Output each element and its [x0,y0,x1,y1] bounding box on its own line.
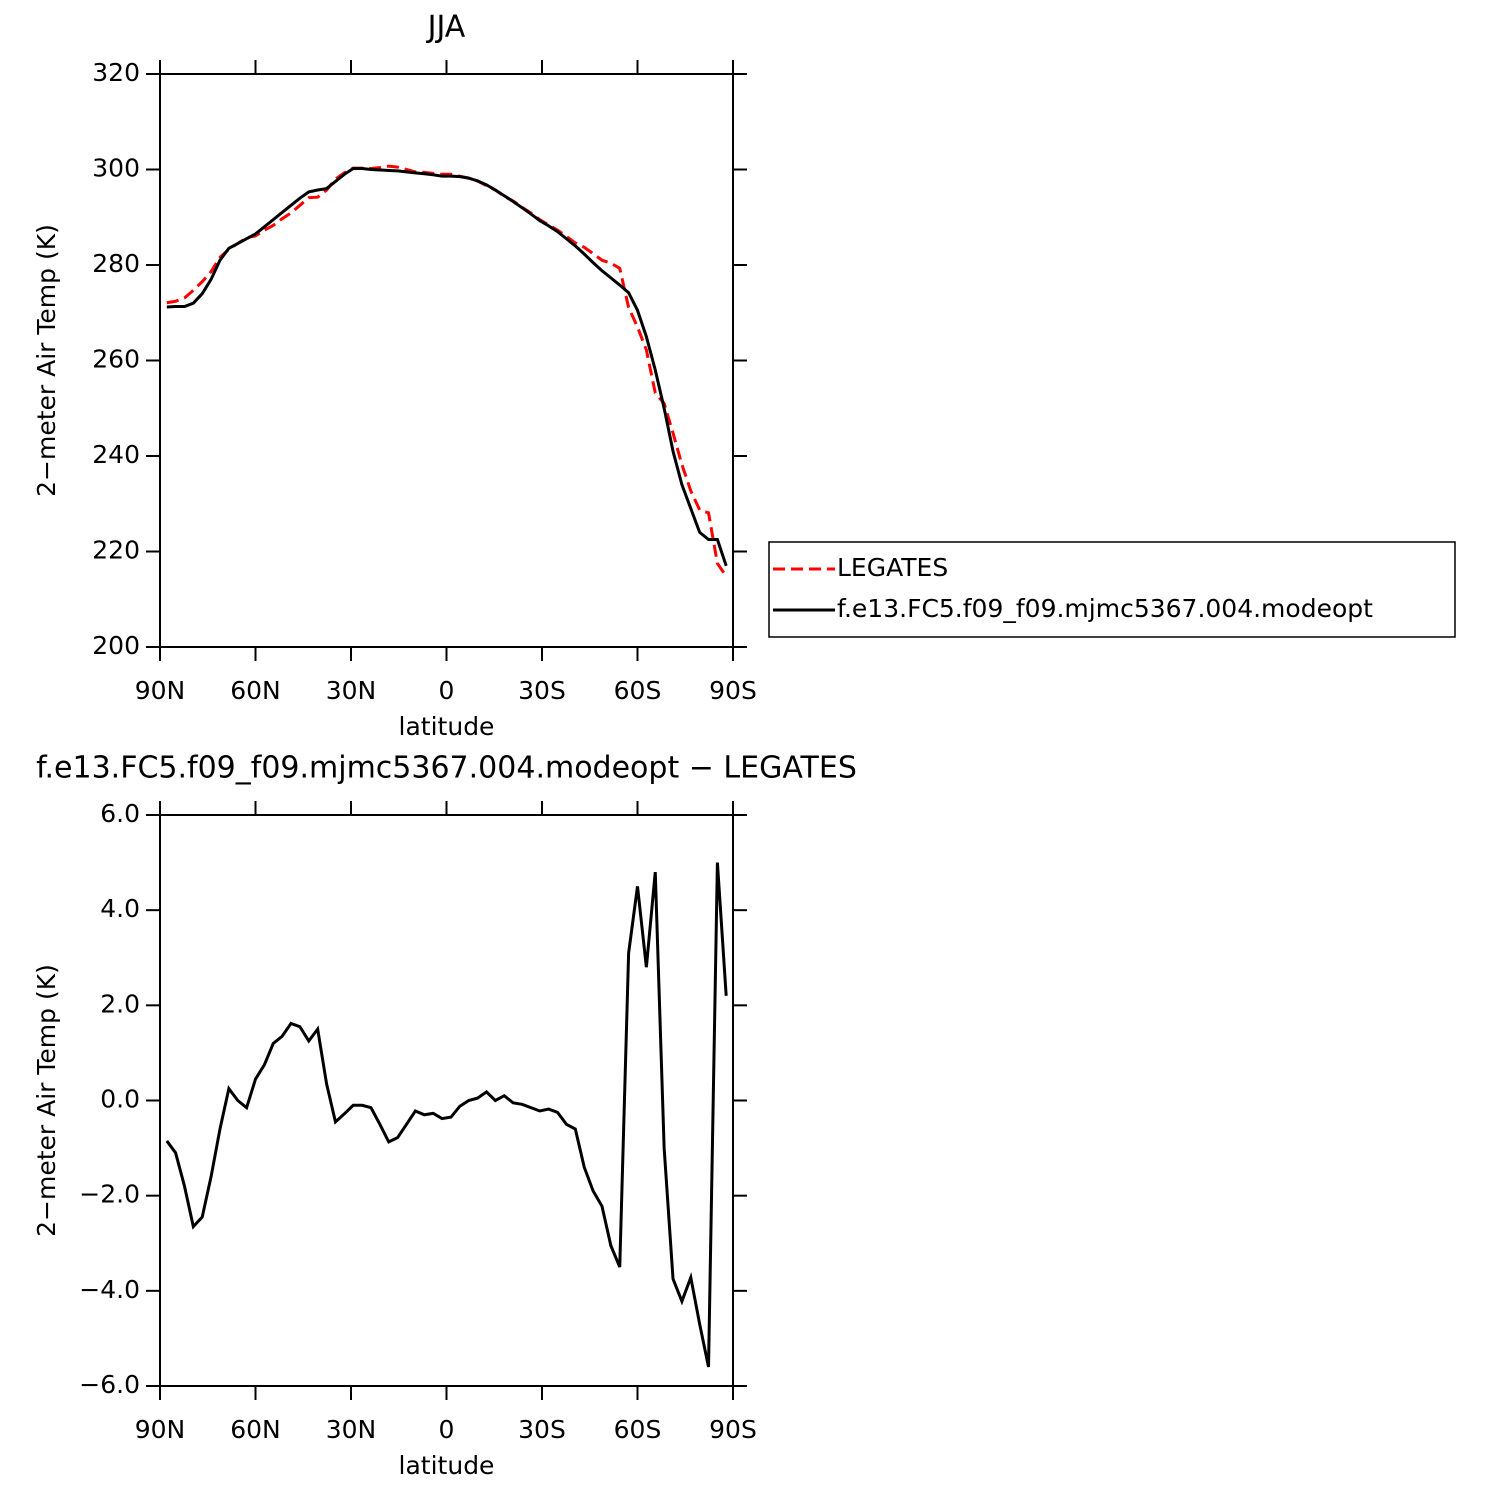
data-line [166,167,728,567]
y-axis-label: 2−meter Air Temp (K) [32,224,61,497]
x-axis-label: latitude [399,712,495,741]
chart-title: JJA [426,10,466,45]
x-tick-label: 90N [135,676,186,705]
data-line [166,164,728,578]
x-tick-label: 60S [614,1415,662,1444]
data-line [165,862,728,1368]
y-tick-label: −6.0 [79,1370,140,1399]
x-tick-label: 60N [230,676,281,705]
y-tick-label: 0.0 [100,1085,140,1114]
x-tick-label: 60N [230,1415,281,1444]
x-tick-label: 30N [326,1415,377,1444]
x-tick-label: 60S [614,676,662,705]
chart-title: f.e13.FC5.f09_f09.mjmc5367.004.modeopt −… [36,751,857,786]
plot-frame [159,73,734,648]
x-tick-label: 0 [439,1415,455,1444]
y-tick-label: 280 [92,249,140,278]
x-tick-label: 90N [135,1415,186,1444]
x-tick-label: 0 [439,676,455,705]
legend-box [768,541,1456,638]
y-tick-label: −2.0 [79,1180,140,1209]
legend-label: f.e13.FC5.f09_f09.mjmc5367.004.modeopt [837,594,1373,623]
y-tick-label: 220 [92,536,140,565]
y-tick-label: 240 [92,440,140,469]
x-tick-label: 30S [518,676,566,705]
x-tick-label: 90S [709,676,757,705]
x-axis-label: latitude [399,1451,495,1480]
y-tick-label: 300 [92,154,140,183]
y-tick-label: 260 [92,345,140,374]
legend-label: LEGATES [837,553,948,582]
y-tick-label: 4.0 [100,894,140,923]
x-tick-label: 30S [518,1415,566,1444]
plot-frame [159,814,734,1387]
y-tick-label: 2.0 [100,989,140,1018]
y-tick-label: −4.0 [79,1275,140,1304]
x-tick-label: 30N [326,676,377,705]
y-tick-label: 320 [92,58,140,87]
y-axis-label: 2−meter Air Temp (K) [32,964,61,1237]
y-tick-label: 6.0 [100,799,140,828]
y-tick-label: 200 [92,631,140,660]
x-tick-label: 90S [709,1415,757,1444]
